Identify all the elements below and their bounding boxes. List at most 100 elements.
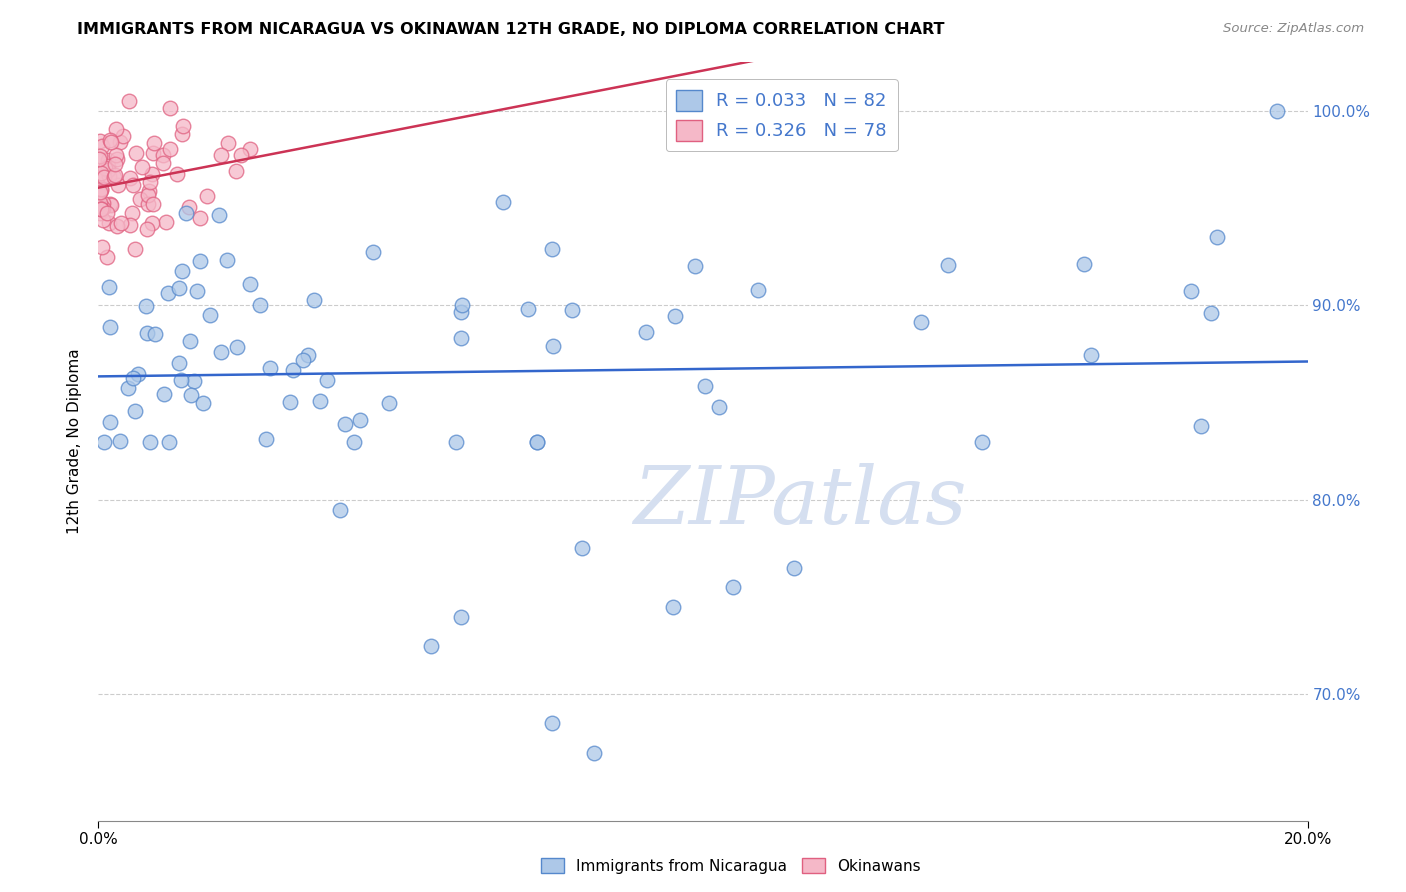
- Point: [121, 205, 143, 219]
- Point: [90, 169, 112, 184]
- Point: [297, 348, 319, 362]
- Text: Source: ZipAtlas.com: Source: ZipAtlas.com: [1223, 22, 1364, 36]
- Point: [450, 331, 472, 345]
- Point: [571, 541, 593, 556]
- Point: [97, 159, 120, 173]
- Point: [157, 434, 180, 449]
- Point: [661, 599, 683, 614]
- Point: [970, 434, 993, 449]
- Point: [190, 254, 212, 268]
- Point: [89, 148, 111, 162]
- Point: [89, 206, 111, 220]
- Point: [97, 163, 120, 178]
- Point: [90, 202, 112, 216]
- Point: [129, 192, 152, 206]
- Point: [152, 148, 174, 162]
- Point: [195, 188, 218, 202]
- Point: [105, 219, 128, 233]
- Point: [707, 400, 730, 414]
- Point: [89, 134, 111, 148]
- Point: [343, 434, 366, 449]
- Point: [91, 195, 114, 210]
- Point: [89, 196, 111, 211]
- Point: [231, 148, 253, 162]
- Point: [1073, 256, 1095, 270]
- Point: [291, 353, 314, 368]
- Point: [200, 308, 222, 322]
- Point: [159, 142, 181, 156]
- Point: [122, 178, 145, 193]
- Point: [89, 198, 111, 212]
- Point: [259, 361, 281, 376]
- Point: [138, 184, 160, 198]
- Point: [91, 139, 114, 153]
- Point: [225, 164, 247, 178]
- Point: [526, 434, 548, 449]
- Point: [207, 208, 229, 222]
- Point: [100, 198, 122, 212]
- Point: [120, 218, 142, 232]
- Point: [143, 136, 166, 151]
- Point: [141, 167, 163, 181]
- Point: [215, 252, 238, 267]
- Point: [179, 200, 201, 214]
- Point: [100, 135, 122, 149]
- Point: [155, 215, 177, 229]
- Point: [541, 339, 564, 353]
- Point: [98, 169, 121, 184]
- Legend: Immigrants from Nicaragua, Okinawans: Immigrants from Nicaragua, Okinawans: [534, 852, 928, 880]
- Point: [209, 147, 232, 161]
- Point: [90, 166, 112, 180]
- Point: [98, 216, 121, 230]
- Legend: R = 0.033   N = 82, R = 0.326   N = 78: R = 0.033 N = 82, R = 0.326 N = 78: [665, 79, 897, 152]
- Point: [683, 259, 706, 273]
- Point: [136, 188, 159, 202]
- Point: [378, 396, 401, 410]
- Point: [363, 244, 385, 259]
- Point: [209, 344, 232, 359]
- Point: [217, 136, 239, 151]
- Point: [97, 279, 120, 293]
- Point: [152, 156, 174, 170]
- Point: [540, 716, 562, 731]
- Point: [136, 196, 159, 211]
- Point: [104, 156, 127, 170]
- Point: [517, 301, 540, 316]
- Point: [1180, 284, 1202, 298]
- Point: [90, 183, 112, 197]
- Point: [664, 309, 686, 323]
- Point: [100, 320, 122, 334]
- Point: [167, 356, 190, 370]
- Point: [103, 168, 125, 182]
- Point: [142, 145, 165, 160]
- Point: [94, 161, 117, 175]
- Point: [747, 284, 769, 298]
- Point: [583, 746, 606, 760]
- Point: [112, 129, 135, 144]
- Point: [249, 298, 271, 312]
- Point: [91, 201, 114, 215]
- Point: [280, 394, 302, 409]
- Point: [166, 167, 188, 181]
- Point: [98, 133, 121, 147]
- Point: [98, 196, 121, 211]
- Point: [91, 213, 114, 227]
- Point: [281, 363, 304, 377]
- Point: [98, 415, 121, 429]
- Point: [89, 186, 111, 200]
- Text: ZIPatlas: ZIPatlas: [633, 464, 966, 541]
- Point: [174, 206, 197, 220]
- Point: [693, 378, 716, 392]
- Point: [186, 284, 208, 298]
- Point: [108, 434, 131, 449]
- Point: [329, 502, 352, 516]
- Point: [938, 259, 960, 273]
- Point: [172, 264, 194, 278]
- Point: [127, 368, 149, 382]
- Point: [120, 171, 142, 186]
- Point: [1267, 103, 1289, 118]
- Point: [122, 371, 145, 385]
- Point: [136, 326, 159, 340]
- Point: [107, 178, 129, 192]
- Point: [226, 340, 249, 354]
